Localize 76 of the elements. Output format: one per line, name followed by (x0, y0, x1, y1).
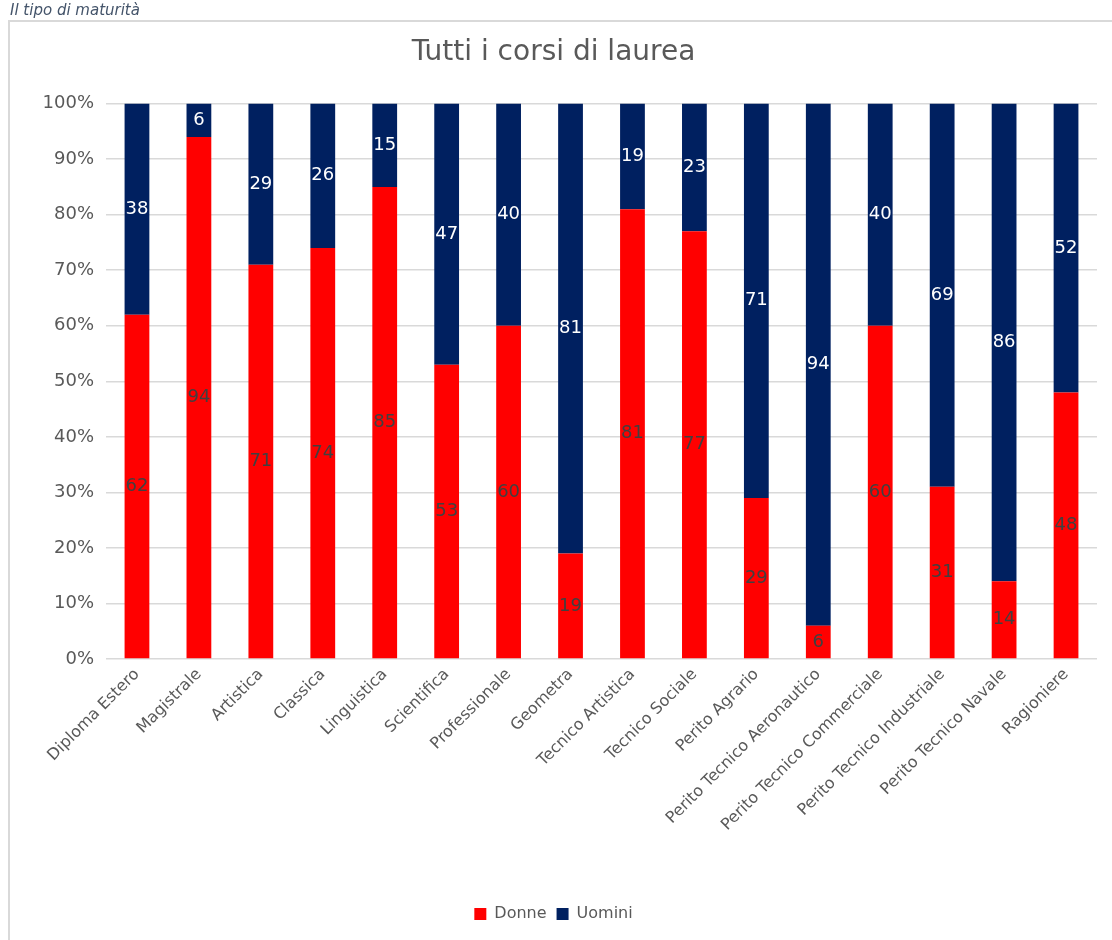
bar (620, 209, 645, 659)
data-label: 29 (249, 171, 273, 193)
data-label: 47 (435, 221, 459, 243)
data-label: 77 (682, 432, 706, 454)
data-label: 26 (311, 163, 335, 185)
data-label: 31 (930, 560, 954, 582)
bar (124, 314, 150, 659)
bar (310, 248, 336, 659)
bar (372, 103, 398, 187)
bar (682, 231, 707, 659)
bar (434, 103, 460, 365)
bar (310, 103, 336, 248)
data-label: 29 (744, 565, 768, 587)
data-label: 14 (992, 607, 1016, 629)
data-label: 81 (559, 316, 582, 338)
bar (124, 103, 150, 315)
data-label: 62 (125, 474, 149, 496)
data-label: 86 (992, 330, 1016, 352)
y-tick-label: 80% (53, 202, 94, 224)
data-label: 60 (868, 479, 892, 501)
bar (929, 103, 955, 487)
data-label: 6 (812, 629, 825, 651)
data-label: 40 (497, 202, 521, 224)
data-label: 40 (868, 202, 892, 224)
bar (929, 486, 955, 659)
data-label: 71 (249, 449, 273, 471)
data-label: 94 (187, 385, 211, 407)
data-label: 69 (930, 282, 954, 304)
bar (620, 103, 645, 210)
bar (991, 103, 1017, 582)
y-tick-label: 90% (53, 146, 94, 168)
bar (434, 364, 460, 659)
bar (1053, 392, 1079, 659)
data-label: 85 (373, 410, 397, 432)
bar (743, 497, 769, 659)
data-label: 60 (497, 479, 521, 501)
data-label: 6 (193, 107, 205, 129)
y-tick-label: 10% (53, 591, 94, 613)
y-tick-label: 100% (42, 91, 94, 113)
data-label: 71 (744, 288, 768, 310)
bar (372, 186, 398, 659)
y-tick-label: 30% (53, 480, 94, 502)
data-label: 19 (559, 593, 582, 615)
data-label: 15 (373, 132, 397, 154)
bar (558, 103, 583, 554)
bar (682, 103, 707, 232)
legend-label: Uomini (576, 903, 633, 923)
y-tick-label: 60% (53, 313, 94, 335)
bar (248, 264, 274, 659)
y-tick-label: 20% (53, 535, 94, 557)
data-label: 52 (1054, 235, 1078, 257)
text: Il tipo di maturità (10, 1, 140, 19)
bar (248, 103, 274, 265)
bar (186, 136, 212, 659)
chart-title: Tutti i corsi di laurea (410, 34, 696, 68)
bar (805, 103, 831, 626)
data-label: 38 (125, 196, 149, 218)
y-tick-label: 50% (53, 368, 94, 390)
y-tick-label: 0% (65, 646, 94, 668)
data-label: 94 (806, 352, 830, 374)
data-label: 23 (682, 155, 706, 177)
bar (496, 103, 521, 326)
bar (1053, 103, 1079, 393)
y-tick-label: 70% (53, 257, 94, 279)
data-label: 53 (435, 499, 459, 521)
legend-label: Donne (494, 903, 547, 923)
data-label: 48 (1054, 513, 1078, 534)
bar (558, 553, 583, 659)
data-label: 81 (621, 421, 644, 443)
bar (743, 103, 769, 498)
bar (867, 325, 893, 659)
bar (867, 103, 893, 326)
data-label: 74 (311, 440, 335, 462)
y-tick-label: 40% (53, 424, 94, 446)
data-label: 19 (621, 144, 644, 166)
bar (496, 325, 521, 659)
